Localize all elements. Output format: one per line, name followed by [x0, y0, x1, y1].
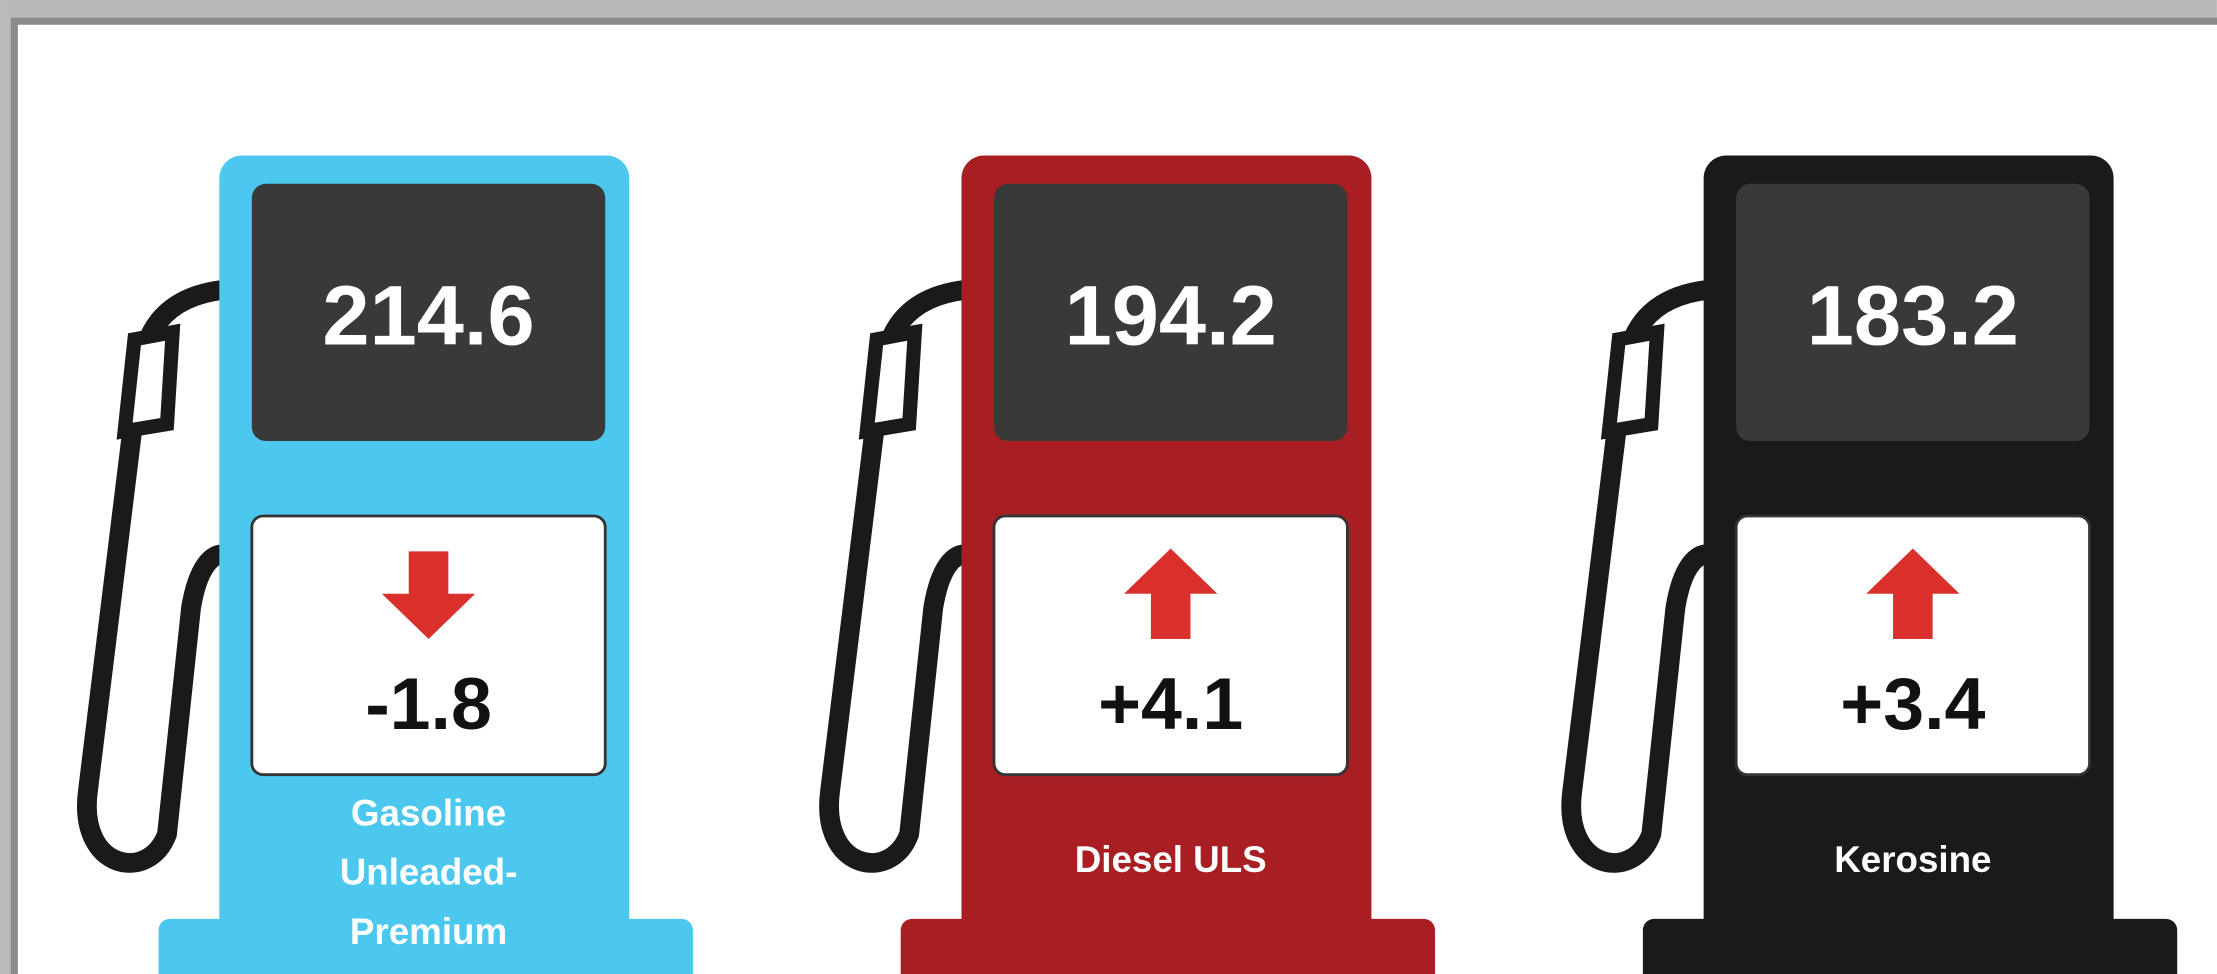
change: +4.1: [1098, 662, 1243, 745]
nozzle: [1609, 332, 1657, 431]
nozzle: [125, 332, 173, 431]
price: 183.2: [1807, 268, 2019, 363]
fuel-label: Kerosine: [1834, 839, 1991, 880]
page: 214.6 -1.8 Gasoline Unleaded- Premium 194.2 +4…: [0, 0, 2217, 974]
change: +3.4: [1840, 662, 1985, 745]
change: -1.8: [365, 662, 492, 745]
fuel-label: Diesel ULS: [1075, 839, 1267, 880]
fuel-label: Premium: [350, 911, 507, 952]
price: 214.6: [322, 268, 534, 363]
fuel-label: Unleaded-: [340, 852, 518, 893]
infographic: 214.6 -1.8 Gasoline Unleaded- Premium 194.2 +4…: [0, 0, 2217, 974]
price: 194.2: [1065, 268, 1277, 363]
nozzle: [867, 332, 915, 431]
fuel-label: Gasoline: [351, 792, 506, 833]
